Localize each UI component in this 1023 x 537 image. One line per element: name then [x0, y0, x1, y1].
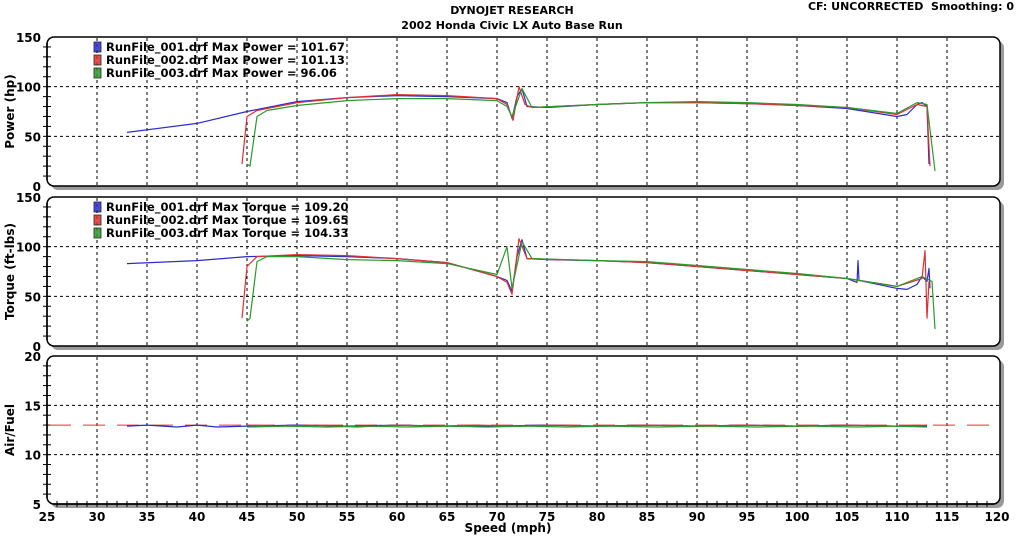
series-line-runfile-002 [241, 238, 930, 319]
x-tick-label: 80 [589, 510, 606, 524]
x-tick-label: 65 [439, 510, 456, 524]
x-tick-label: 25 [39, 510, 56, 524]
legend-swatch [93, 201, 102, 213]
y-tick-label: 100 [16, 241, 41, 255]
x-tick-label: 70 [489, 510, 506, 524]
y-tick-label: 20 [24, 350, 41, 364]
y-tick-label: 0 [33, 180, 41, 194]
legend-entry: RunFile_002.drf Max Torque = 109.65 [106, 213, 349, 228]
correction-status: CF: UNCORRECTED Smoothing: 0 [808, 0, 1014, 13]
legend-entry: RunFile_003.drf Max Power = 96.06 [106, 66, 337, 81]
y-tick-label: 5 [33, 498, 41, 512]
legend-entry: RunFile_002.drf Max Power = 101.13 [106, 53, 345, 68]
y-tick-label: 100 [16, 81, 41, 95]
legend-swatch [93, 67, 102, 79]
y-axis-label: Power (hp) [3, 74, 17, 148]
y-tick-label: 50 [24, 130, 41, 144]
panel-power: 0 50 100 150 Power (hp) RunFile_001.drf Max P… [3, 31, 1004, 194]
panel-frame [46, 355, 1001, 505]
y-axis-label: Torque (ft-lbs) [3, 223, 17, 320]
x-tick-label: 100 [784, 510, 809, 524]
legend-swatch [93, 227, 102, 239]
y-tick-label: 150 [16, 191, 41, 205]
x-tick-label: 90 [689, 510, 706, 524]
panel-afr: 5 10 15 20 Air/Fuel 25 30 35 40 45 50 55 60 65 70 75 80 8… [3, 350, 1010, 524]
x-tick-label: 40 [189, 510, 206, 524]
x-tick-label: 35 [139, 510, 156, 524]
x-tick-label: 55 [339, 510, 356, 524]
x-tick-label: 30 [89, 510, 106, 524]
y-axis-label: Air/Fuel [3, 404, 17, 456]
x-tick-label: 120 [984, 510, 1009, 524]
chart-title: DYNOJET RESEARCH [450, 4, 573, 17]
legend-entry: RunFile_001.drf Max Torque = 109.20 [106, 200, 349, 215]
legend-swatch [93, 41, 102, 53]
x-tick-label: 75 [539, 510, 556, 524]
series-line-runfile-003 [246, 88, 936, 172]
x-tick-label: 85 [639, 510, 656, 524]
panel-torque: 0 50 100 150 Torque (ft-lbs) RunFile_001.drf … [3, 191, 1004, 354]
legend-entry: RunFile_001.drf Max Power = 101.67 [106, 40, 345, 55]
y-tick-label: 10 [24, 449, 41, 463]
y-tick-label: 15 [24, 399, 41, 413]
y-tick-label: 50 [24, 290, 41, 304]
x-tick-label: 60 [389, 510, 406, 524]
x-tick-label: 110 [884, 510, 909, 524]
chart-subtitle: 2002 Honda Civic LX Auto Base Run [401, 19, 622, 32]
legend-swatch [93, 214, 102, 226]
y-tick-label: 0 [33, 340, 41, 354]
y-tick-label: 150 [16, 31, 41, 45]
x-tick-label: 95 [739, 510, 756, 524]
x-axis-label: Speed (mph) [465, 521, 552, 535]
legend-entry: RunFile_003.drf Max Torque = 104.33 [106, 226, 349, 241]
series-line-runfile-003 [246, 241, 936, 330]
x-tick-label: 105 [834, 510, 859, 524]
series-line-runfile-003 [246, 425, 928, 428]
x-tick-label: 45 [239, 510, 256, 524]
x-tick-label: 115 [934, 510, 959, 524]
legend-swatch [93, 54, 102, 66]
x-tick-label: 50 [289, 510, 306, 524]
